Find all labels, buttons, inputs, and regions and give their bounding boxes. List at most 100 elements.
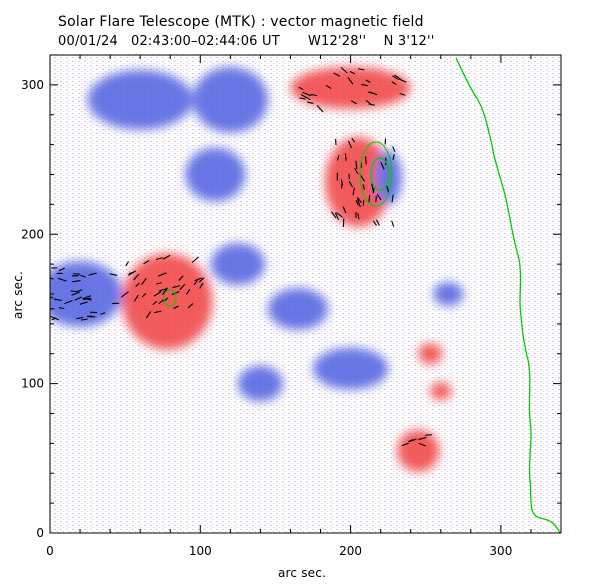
field-vector [350,100,357,105]
field-vector [392,153,395,160]
x-tick-label: 0 [46,544,54,558]
field-vector [357,213,360,220]
field-vector [133,273,140,281]
field-vector [162,254,171,260]
field-vector [135,282,140,288]
field-vector [158,298,165,305]
negative-polarity-region [87,69,193,130]
negative-polarity-region [50,261,123,327]
field-vector [347,77,354,85]
field-vector [336,212,343,218]
field-vector [399,92,406,96]
field-vector [333,72,341,77]
field-vector [58,307,65,310]
field-vector [347,140,353,149]
field-vector [88,272,97,276]
field-vector [409,438,417,443]
field-vector [191,256,199,264]
field-vector [336,155,340,161]
field-vector [307,101,314,104]
field-vector [76,289,83,293]
field-vector [100,312,106,315]
field-vector [358,68,365,71]
field-vector [392,75,399,81]
field-vector [372,220,377,226]
field-vector [133,294,139,302]
field-vector [51,317,57,321]
field-vector [348,180,354,188]
positive-polarity-region [325,137,392,227]
x-axis-label: arc sec. [278,566,327,580]
field-vector [356,198,361,208]
field-vector [354,167,359,175]
field-vector [340,179,344,186]
field-vector [71,279,81,283]
field-vector [76,316,84,320]
field-vector [73,273,81,275]
field-vector [362,184,366,190]
y-tick-label: 0 [36,526,44,540]
field-vector [173,305,179,309]
field-vector [298,86,304,91]
field-vector [199,282,204,289]
y-tick-label: 300 [21,78,44,92]
field-vector [302,91,312,97]
field-vector [198,277,205,283]
polarity-contour [359,141,393,207]
positive-polarity-region [397,429,440,472]
field-vector [372,187,375,194]
field-vector [352,187,355,196]
field-vector [392,146,396,152]
field-vector [361,83,368,87]
field-vector [365,79,371,83]
field-vector [121,291,129,298]
field-vector [325,84,332,90]
polarity-contour [370,157,390,191]
field-vector [391,194,394,203]
field-vector [375,195,377,203]
field-vector [43,301,49,302]
field-vector [418,442,426,447]
field-vector [340,66,348,74]
negative-polarity-region [192,66,268,133]
field-vector [57,277,67,282]
field-vector [125,261,130,267]
positive-polarity-region [430,382,452,401]
field-vector [331,211,337,219]
positive-polarity-region [418,343,443,365]
field-vector [179,283,186,291]
polarity-contour [163,289,177,307]
y-axis-label: arc sec. [11,270,26,320]
y-tick-label: 100 [21,377,44,391]
negative-polarity-region [433,282,464,306]
field-vector [334,212,340,221]
field-vector [41,298,48,299]
field-vector [424,434,432,436]
field-vector [393,74,402,81]
y-tick-label: 200 [21,227,44,241]
field-vector [143,260,150,265]
field-vector [162,287,169,296]
field-vector [349,70,356,75]
field-vector [145,311,152,319]
field-vector [418,436,427,441]
field-vector [194,277,202,282]
negative-polarity-region [313,347,389,390]
field-vector [153,291,162,297]
field-vector [172,285,181,289]
negative-polarity-region [210,243,265,286]
field-vector [355,200,359,206]
field-vector [368,91,378,96]
field-vector [79,301,88,305]
field-vector [391,81,397,85]
field-vector [365,99,373,106]
field-vector [53,298,62,301]
field-vector [39,312,47,313]
field-vector [74,296,83,301]
field-vector [316,104,324,113]
field-vector [154,310,162,314]
field-vector [355,160,358,170]
field-vector [84,297,92,301]
field-vector [386,185,390,194]
